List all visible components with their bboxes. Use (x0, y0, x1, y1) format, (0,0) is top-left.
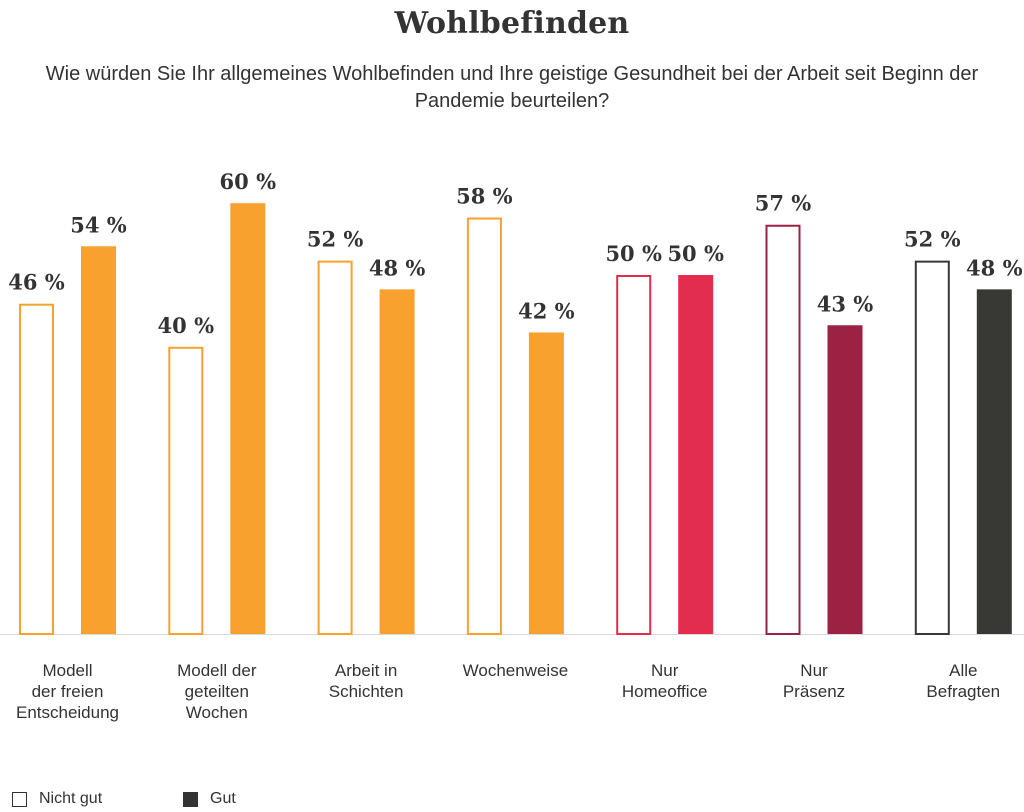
value-label-5-nicht-gut: 50 % (605, 241, 662, 266)
bar-2-gut (230, 203, 266, 634)
legend-swatch-outline (12, 791, 27, 807)
value-label-7-gut: 48 % (966, 255, 1023, 280)
bar-4-gut (528, 332, 564, 634)
value-label-6-gut: 43 % (817, 291, 874, 316)
value-label-6-nicht-gut: 57 % (755, 191, 812, 216)
category-label-2: Modell der geteilten Wochen (177, 661, 257, 722)
category-label-6: Nur Präsenz (783, 661, 845, 701)
bar-6-gut (827, 325, 863, 634)
legend-item-nicht-gut: Nicht gut (12, 790, 102, 808)
value-label-2-nicht-gut: 40 % (158, 313, 215, 338)
bar-6-nicht-gut (765, 224, 801, 636)
bar-3-gut (379, 289, 415, 634)
legend: Nicht gut Gut (12, 790, 412, 812)
category-label-7: Alle Befragten (926, 661, 1000, 701)
bar-5-gut (678, 275, 714, 634)
category-label-5: Nur Homeoffice (622, 661, 708, 701)
bar-7-gut (976, 289, 1012, 634)
legend-label-nicht-gut: Nicht gut (39, 790, 103, 807)
value-label-3-gut: 48 % (369, 255, 426, 280)
category-label-1: Modell der freien Entscheidung (16, 661, 119, 722)
value-label-5-gut: 50 % (667, 241, 724, 266)
category-label-3: Arbeit in Schichten (329, 661, 404, 701)
bar-1-nicht-gut (19, 303, 54, 635)
value-label-3-nicht-gut: 52 % (307, 227, 364, 252)
chart-title: Wohlbefinden (394, 6, 630, 41)
legend-label-gut: Gut (210, 790, 236, 807)
bar-2-nicht-gut (168, 346, 204, 635)
chart-subtitle: Wie würden Sie Ihr allgemeines Wohlbefin… (45, 63, 979, 112)
bar-3-nicht-gut (317, 260, 353, 635)
value-label-4-gut: 42 % (518, 298, 575, 323)
bar-7-nicht-gut (914, 260, 950, 635)
bar-1-gut (81, 246, 116, 634)
value-label-7-nicht-gut: 52 % (904, 227, 961, 252)
category-label-4: Wochenweise (463, 661, 569, 680)
value-label-1-nicht-gut: 46 % (8, 270, 65, 295)
value-label-1-gut: 54 % (70, 212, 127, 237)
bar-chart: 46 % 54 % Modell der freien Entscheidung 40 %… (0, 169, 1024, 722)
value-label-4-nicht-gut: 58 % (456, 184, 513, 209)
value-label-2-gut: 60 % (220, 169, 277, 194)
legend-swatch-filled (183, 791, 198, 807)
bar-4-nicht-gut (466, 217, 502, 635)
bar-5-nicht-gut (616, 275, 652, 635)
legend-item-gut: Gut (183, 790, 236, 808)
